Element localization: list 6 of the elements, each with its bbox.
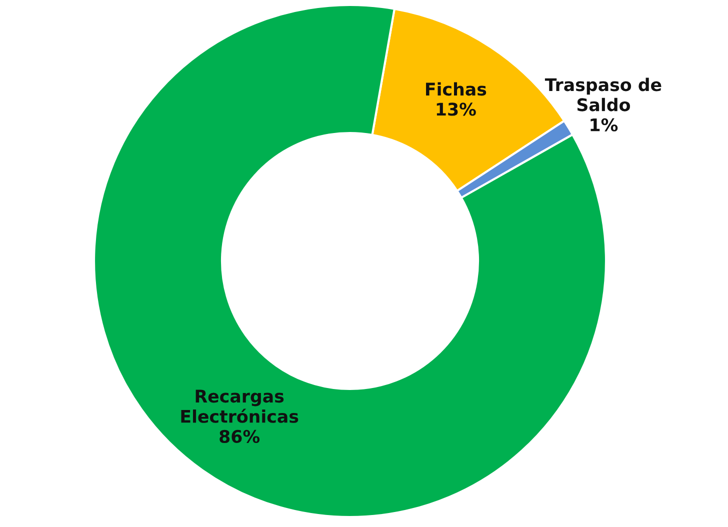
slice-label: Traspaso de Saldo xyxy=(544,78,662,112)
data-label: 86% xyxy=(220,430,260,444)
data-label: 13% xyxy=(436,102,476,116)
slice-label: Recargas Electrónicas xyxy=(181,390,298,423)
slice-label: Fichas xyxy=(426,82,486,96)
data-label: 1% xyxy=(590,118,618,132)
